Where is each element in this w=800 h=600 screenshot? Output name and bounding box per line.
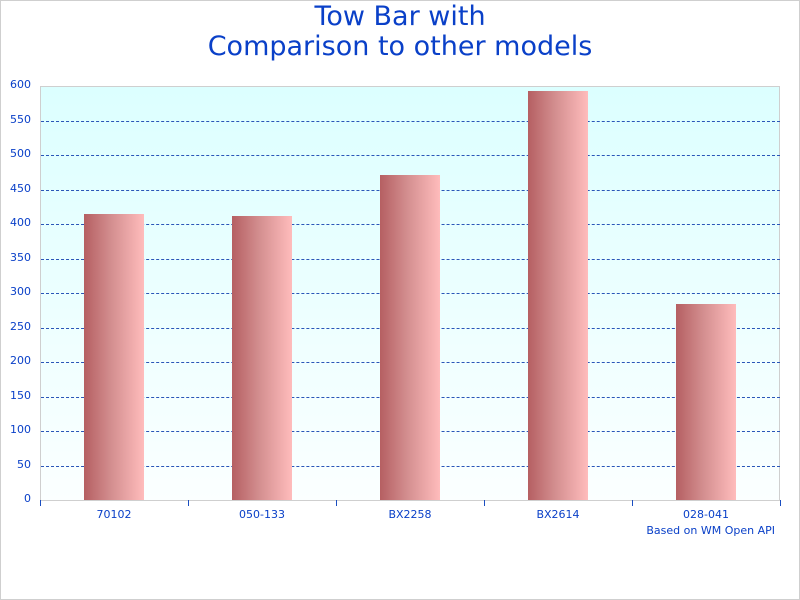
- y-tick-label: 200: [10, 354, 31, 367]
- bar-BX2614: [528, 91, 588, 500]
- chart-title-line1: Tow Bar with: [314, 1, 486, 32]
- x-tick-mark: [632, 500, 633, 506]
- y-tick-label: 550: [10, 113, 31, 126]
- bar-050-133: [232, 216, 292, 500]
- y-tick-label: 150: [10, 389, 31, 402]
- y-tick-label: 400: [10, 216, 31, 229]
- y-tick-label: 100: [10, 423, 31, 436]
- chart-title: Tow Bar with Comparison to other models: [0, 2, 800, 62]
- x-tick-mark: [40, 500, 41, 506]
- x-tick-label: BX2258: [388, 508, 432, 521]
- gridline: [41, 121, 780, 122]
- y-axis: [40, 86, 41, 500]
- x-tick-label: 028-041: [683, 508, 729, 521]
- y-tick-label: 500: [10, 147, 31, 160]
- x-tick-label: 70102: [96, 508, 132, 521]
- y-tick-label: 600: [10, 78, 31, 91]
- x-tick-mark: [336, 500, 337, 506]
- bar-70102: [84, 214, 144, 500]
- x-tick-mark: [484, 500, 485, 506]
- y-tick-label: 450: [10, 182, 31, 195]
- chart-title-line2: Comparison to other models: [207, 31, 593, 62]
- y-tick-label: 250: [10, 320, 31, 333]
- x-tick-mark: [780, 500, 781, 506]
- y-tick-label: 350: [10, 251, 31, 264]
- bar-028-041: [676, 304, 736, 500]
- bar-BX2258: [380, 175, 440, 500]
- x-tick-mark: [188, 500, 189, 506]
- x-tick-label: BX2614: [536, 508, 580, 521]
- y-tick-label: 300: [10, 285, 31, 298]
- gridline: [41, 155, 780, 156]
- y-tick-label: 50: [17, 458, 31, 471]
- y-tick-label: 0: [24, 492, 31, 505]
- credit-text: Based on WM Open API: [646, 524, 775, 537]
- x-axis: [40, 500, 780, 501]
- x-tick-label: 050-133: [239, 508, 285, 521]
